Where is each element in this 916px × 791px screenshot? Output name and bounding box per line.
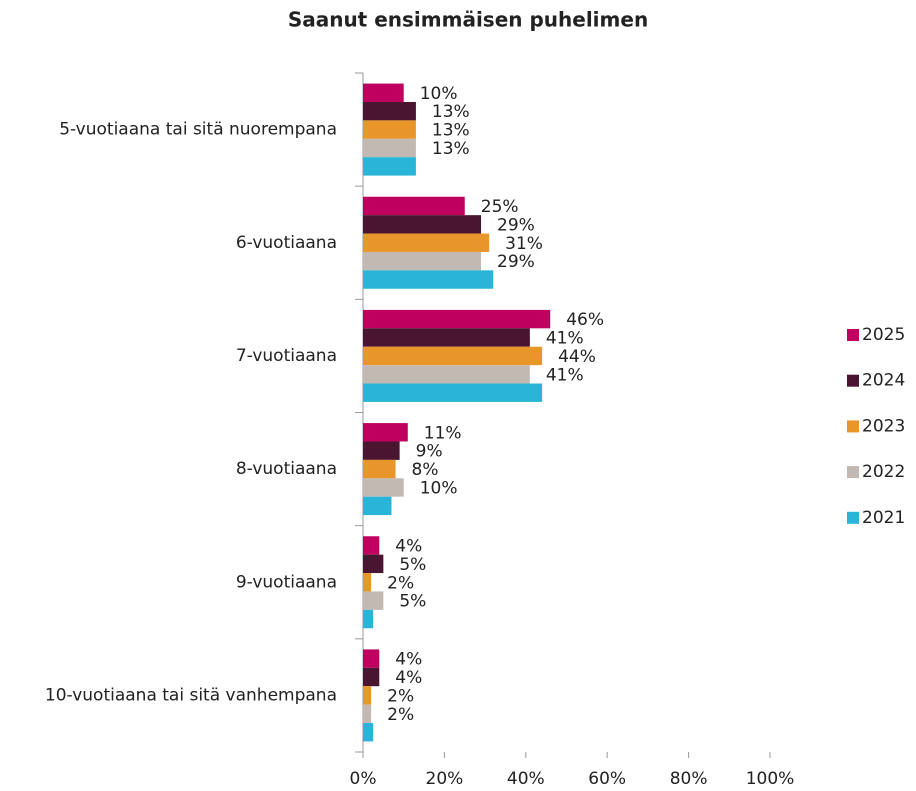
legend-label: 2025: [862, 325, 905, 345]
data-label: 41%: [546, 365, 584, 385]
chart-title: Saanut ensimmäisen puhelimen: [288, 8, 648, 32]
bar: [363, 309, 551, 329]
bar: [363, 478, 404, 497]
x-tick-label: 100%: [746, 769, 795, 789]
y-tick-label: 7-vuotiaana: [236, 346, 337, 366]
data-label: 2%: [387, 686, 414, 706]
bar: [363, 496, 392, 516]
x-tick-label: 60%: [588, 769, 626, 789]
legend-swatch: [847, 466, 859, 479]
bar: [363, 554, 384, 574]
bar: [363, 215, 482, 234]
x-tick-label: 80%: [670, 769, 708, 789]
legend-label: 2023: [862, 416, 905, 436]
bar: [363, 536, 380, 555]
data-label: 29%: [497, 215, 535, 235]
bar: [363, 591, 384, 610]
data-label: 10%: [420, 478, 458, 498]
data-label: 31%: [505, 234, 543, 254]
bar: [363, 573, 372, 592]
bar: [363, 365, 530, 384]
y-tick-label: 10-vuotiaana tai sitä vanhempana: [45, 685, 337, 705]
bar: [363, 704, 372, 724]
data-label: 2%: [387, 573, 414, 593]
x-tick-label: 0%: [350, 769, 377, 789]
data-label: 9%: [416, 442, 443, 462]
data-label: 44%: [558, 347, 596, 367]
data-label: 10%: [420, 84, 458, 104]
y-tick-label: 9-vuotiaana: [236, 572, 337, 592]
data-label: 4%: [395, 650, 422, 670]
bar: [363, 196, 465, 216]
data-label: 4%: [395, 536, 422, 556]
bar: [363, 667, 380, 687]
bar: [363, 328, 530, 347]
legend-label: 2021: [862, 508, 905, 528]
x-tick-label: 20%: [426, 769, 464, 789]
bar: [363, 251, 482, 271]
bar: [363, 649, 380, 668]
legend-swatch: [847, 420, 859, 433]
legend-label: 2024: [862, 371, 905, 391]
bar: [363, 383, 543, 402]
bar: [363, 441, 400, 460]
data-label: 5%: [399, 592, 426, 612]
bar: [363, 423, 408, 442]
data-label: 5%: [399, 555, 426, 575]
bar: [363, 157, 416, 176]
y-tick-label: 8-vuotiaana: [236, 459, 337, 479]
data-label: 13%: [432, 121, 470, 141]
legend-swatch: [847, 374, 859, 387]
x-tick-label: 40%: [507, 769, 545, 789]
bar: [363, 723, 374, 742]
bar: [363, 609, 374, 629]
data-label: 46%: [566, 310, 604, 330]
data-label: 13%: [432, 139, 470, 159]
y-tick-label: 6-vuotiaana: [236, 233, 337, 253]
bar: [363, 459, 396, 479]
data-label: 41%: [546, 329, 584, 349]
bar: [363, 346, 543, 366]
y-tick-label: 5-vuotiaana tai sitä nuorempana: [59, 120, 337, 140]
bar: [363, 138, 416, 158]
legend-swatch: [847, 511, 859, 524]
legend-label: 2022: [862, 462, 905, 482]
data-label: 11%: [424, 423, 462, 443]
bar: [363, 686, 372, 705]
bar: [363, 270, 494, 289]
data-label: 29%: [497, 252, 535, 272]
bar: [363, 120, 416, 139]
bar: [363, 233, 490, 252]
legend-swatch: [847, 329, 859, 341]
bar: [363, 101, 416, 121]
bar: [363, 83, 404, 102]
data-label: 4%: [395, 668, 422, 688]
data-label: 13%: [432, 102, 470, 122]
data-label: 2%: [387, 705, 414, 725]
data-label: 25%: [481, 197, 519, 217]
data-label: 8%: [412, 460, 439, 480]
